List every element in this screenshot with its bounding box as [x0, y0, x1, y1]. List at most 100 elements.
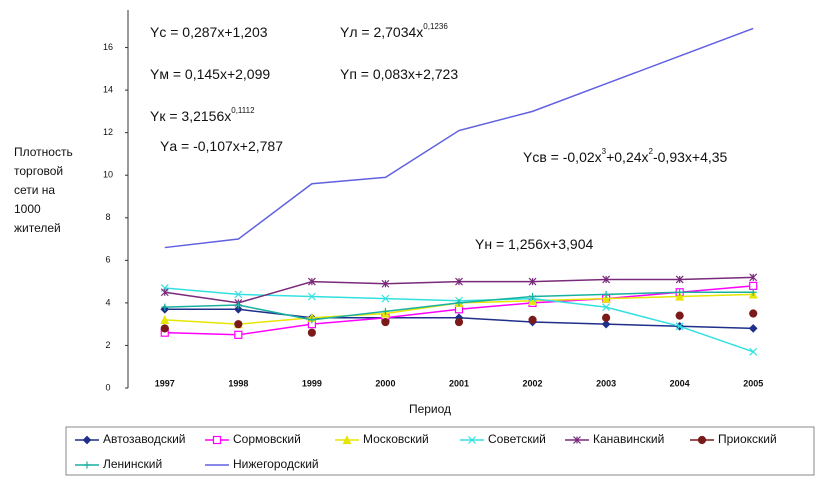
x-tick-label: 1998	[228, 378, 248, 388]
annotation: Yл = 2,7034x0,1236	[340, 22, 448, 40]
y-axis-label: Плотность	[14, 145, 73, 159]
point	[308, 316, 316, 324]
point	[529, 293, 537, 301]
y-axis-label: жителей	[14, 221, 61, 235]
legend-label: Приокский	[718, 432, 777, 446]
legend-label: Советский	[488, 432, 546, 446]
y-tick-label: 4	[105, 297, 110, 307]
point	[160, 315, 170, 325]
annotation-text: -0,93x+4,35	[653, 149, 728, 165]
legend-label: Канавинский	[593, 432, 664, 446]
annotation-text: Yм = 0,145x+2,099	[150, 66, 270, 82]
point	[749, 347, 758, 356]
annotation: Yп = 0,083x+2,723	[340, 66, 458, 82]
marker	[697, 435, 707, 445]
point	[381, 279, 390, 288]
annotation-text: Yп = 0,083x+2,723	[340, 66, 458, 82]
point	[749, 273, 758, 282]
marker	[468, 436, 476, 444]
point	[675, 291, 685, 301]
annotation-text: Yа = -0,107x+2,787	[160, 138, 283, 154]
y-tick-label: 16	[103, 42, 113, 52]
legend-label: Московский	[363, 432, 429, 446]
point	[749, 309, 758, 318]
point	[748, 324, 758, 333]
y-axis-label: сети на	[14, 183, 55, 197]
point	[675, 311, 684, 320]
x-tick-label: 2003	[596, 378, 616, 388]
marker	[83, 461, 91, 469]
point	[601, 293, 611, 303]
annotation-text: Yл = 2,7034x	[340, 24, 423, 40]
legend-label: Ленинский	[103, 457, 162, 471]
x-tick-label: 2001	[449, 378, 469, 388]
annotation-sup: 3	[602, 147, 607, 156]
y-axis-label: торговой	[14, 164, 63, 178]
y-axis-label: 1000	[14, 202, 41, 216]
legend-label: Сормовский	[233, 432, 301, 446]
y-tick-label: 10	[103, 170, 113, 180]
point	[602, 303, 611, 312]
annotation-text: Yсв = -0,02x	[523, 149, 602, 165]
marker	[212, 435, 222, 445]
point	[160, 288, 169, 297]
point	[528, 315, 537, 325]
y-tick-label: 8	[105, 212, 110, 222]
annotation-sup: 0,1236	[423, 22, 448, 31]
annotation-sup: 2	[649, 147, 654, 156]
point	[749, 281, 758, 290]
annotation: Yс = 0,287x+1,203	[150, 24, 268, 40]
marker	[573, 436, 581, 444]
point	[307, 328, 316, 337]
point	[602, 290, 610, 298]
annotation: Yсв = -0,02x3+0,24x2-0,93x+4,35	[523, 147, 728, 165]
x-axis-label: Период	[409, 402, 451, 416]
point	[307, 277, 316, 286]
x-tick-label: 2005	[743, 378, 763, 388]
point	[381, 294, 390, 303]
legend-box	[65, 426, 815, 476]
annotation-sup: 0,1112	[231, 106, 255, 115]
point	[528, 277, 537, 286]
point	[675, 322, 684, 331]
x-tick-label: 2002	[523, 378, 543, 388]
point	[455, 277, 463, 286]
point	[676, 288, 684, 296]
series-line	[164, 27, 754, 249]
point	[234, 330, 243, 339]
point	[602, 313, 611, 322]
y-tick-label: 0	[105, 382, 110, 392]
point	[454, 317, 464, 327]
annotation-text: +0,24x	[606, 149, 648, 165]
point	[381, 307, 389, 315]
point	[675, 275, 684, 284]
point	[233, 304, 243, 314]
y-tick-label: 12	[103, 127, 113, 137]
annotation-text: Yк = 3,2156x	[150, 108, 231, 124]
annotation: Yм = 0,145x+2,099	[150, 66, 270, 82]
point	[307, 292, 316, 301]
y-tick-label: 14	[103, 84, 113, 94]
y-tick-label: 2	[105, 340, 110, 350]
point	[160, 324, 169, 333]
point	[381, 317, 390, 327]
point	[749, 288, 757, 296]
point	[234, 301, 242, 309]
y-tick-label: 6	[105, 255, 110, 265]
point	[161, 303, 169, 311]
marker	[82, 435, 92, 445]
x-tick-label: 1999	[302, 378, 322, 388]
annotation-text: Yн = 1,256x+3,904	[475, 236, 593, 252]
annotation: Yн = 1,256x+3,904	[475, 236, 593, 252]
marker	[342, 435, 352, 445]
x-tick-label: 1997	[155, 378, 175, 388]
annotation: Yк = 3,2156x0,1112	[150, 106, 255, 124]
legend-label: Автозаводский	[103, 432, 186, 446]
x-tick-label: 2004	[670, 378, 690, 388]
point	[234, 290, 243, 299]
point	[602, 275, 611, 284]
legend-label: Нижегородский	[233, 457, 319, 471]
x-tick-label: 2000	[375, 378, 395, 388]
annotation-text: Yс = 0,287x+1,203	[150, 24, 268, 40]
